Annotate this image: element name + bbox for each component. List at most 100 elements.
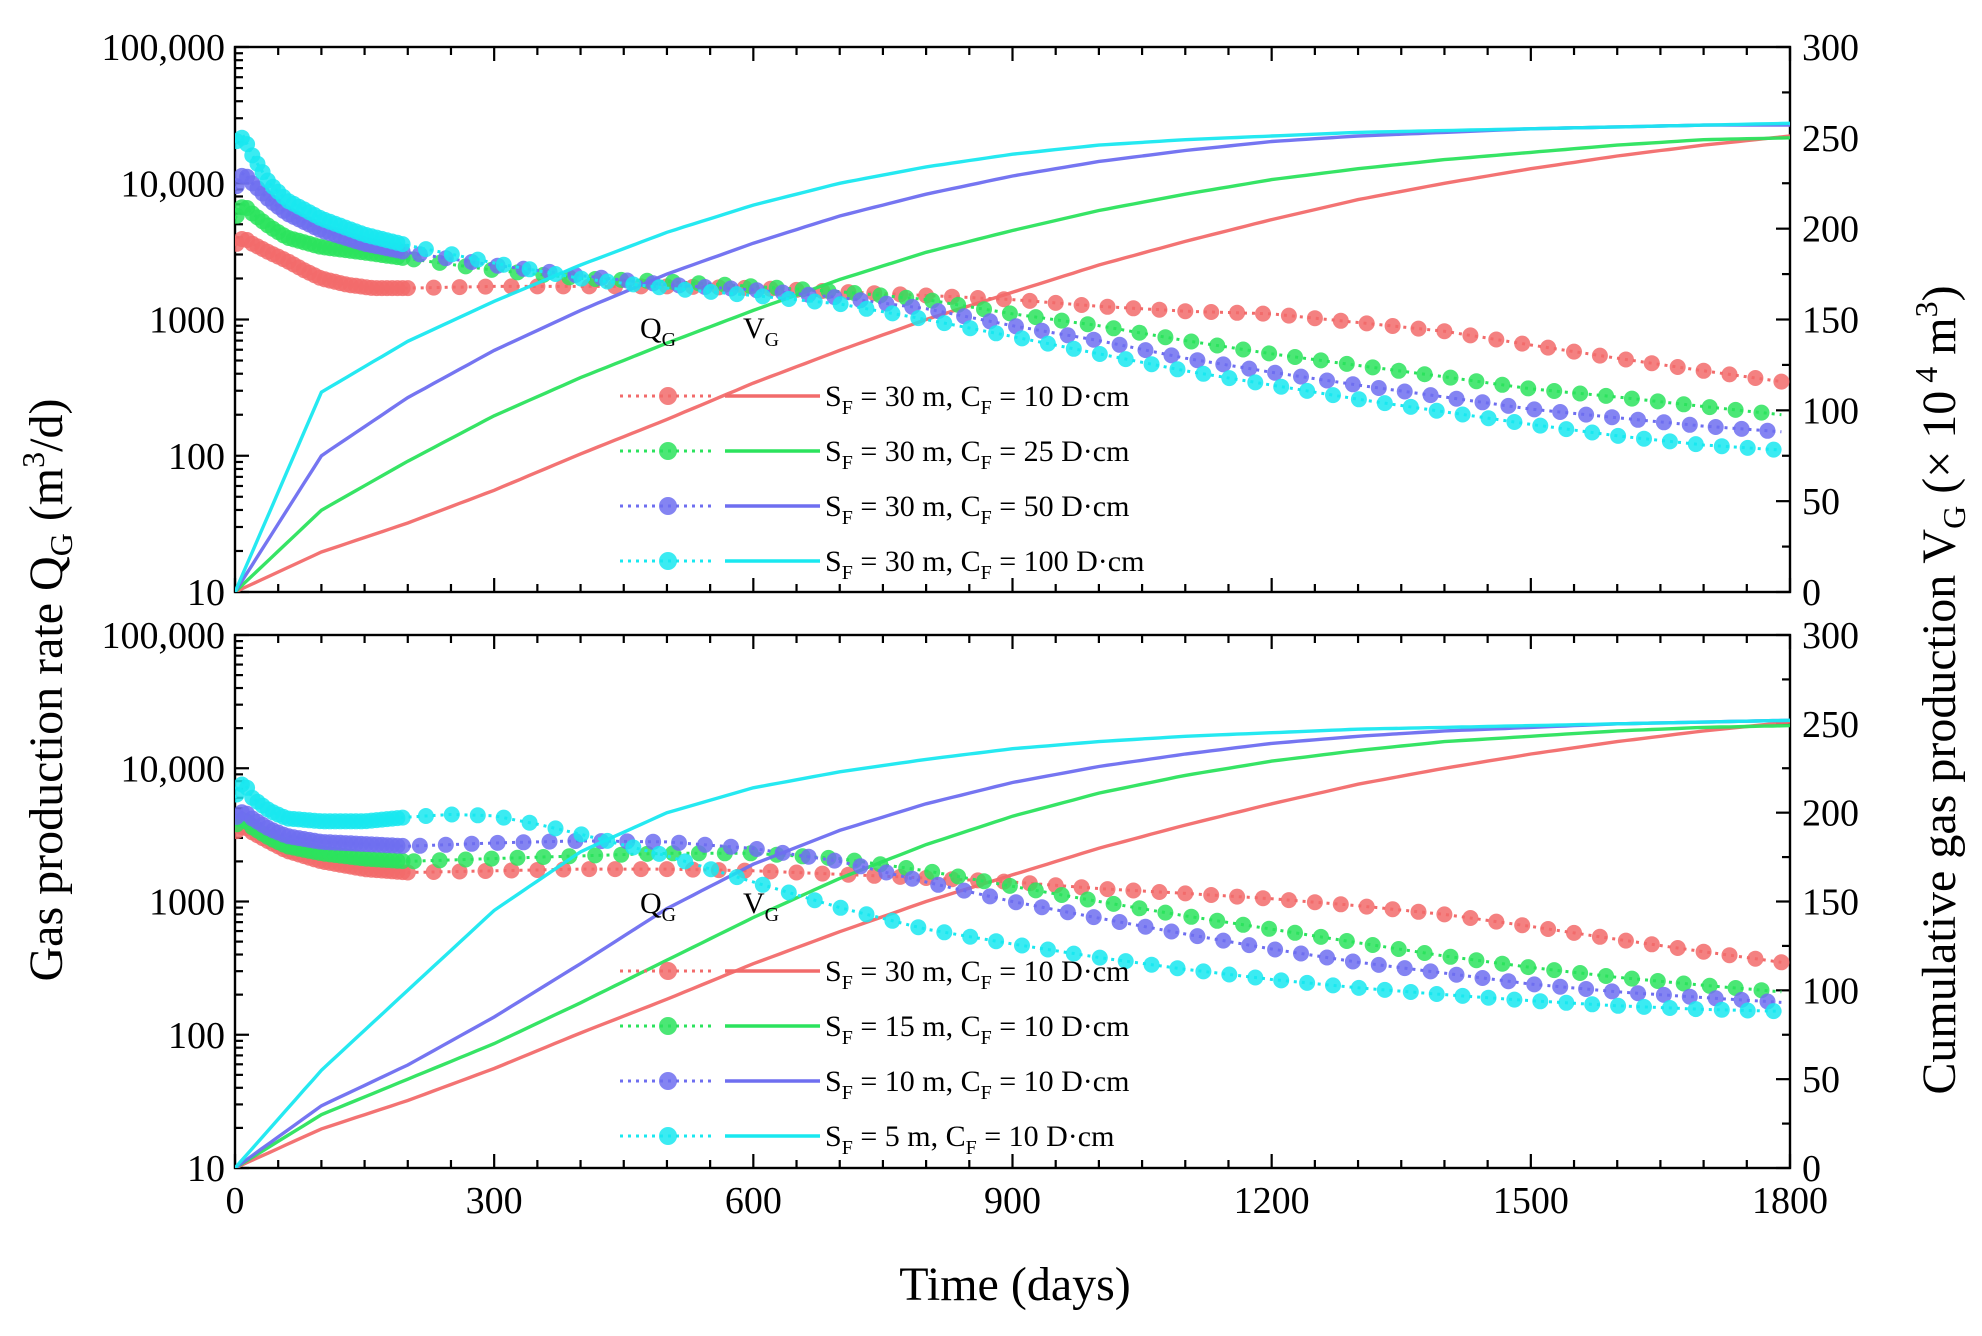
rate-point	[1759, 422, 1776, 439]
rate-point	[1701, 399, 1718, 416]
rate-point	[1773, 954, 1790, 971]
rate-point	[976, 873, 992, 890]
rate-point	[1384, 318, 1401, 334]
rate-point	[1111, 336, 1128, 353]
rate-point	[1319, 372, 1335, 389]
rate-point	[1566, 343, 1582, 360]
rate-point	[1721, 947, 1738, 964]
y-right-tick-label: 0	[1802, 572, 1821, 614]
rate-point	[1390, 941, 1407, 957]
rate-point	[1014, 937, 1030, 954]
rate-point	[878, 864, 895, 881]
rate-point	[1727, 401, 1744, 418]
rate-point	[1436, 323, 1453, 340]
rate-point	[1325, 387, 1341, 404]
rate-point	[1079, 316, 1096, 333]
rate-point	[1747, 950, 1764, 967]
rate-point	[1332, 896, 1349, 913]
rate-point	[728, 869, 745, 886]
rate-point	[1701, 977, 1718, 994]
rate-point	[1059, 904, 1076, 921]
rate-point	[535, 849, 552, 865]
rate-point	[1033, 899, 1050, 916]
legend-label: SF = 30 m, CF = 25 D·cm	[825, 435, 1129, 474]
rate-point	[1177, 303, 1194, 320]
rate-point	[1721, 366, 1738, 383]
rate-point	[1091, 346, 1108, 362]
rate-point	[1255, 890, 1271, 907]
legend-entry-4: SF = 5 m, CF = 10 D·cm	[620, 1120, 1114, 1159]
rate-point	[1350, 979, 1367, 996]
rate-point	[1636, 998, 1652, 1015]
rate-point	[1143, 356, 1160, 373]
rate-point	[469, 807, 486, 824]
rate-point	[1033, 322, 1050, 339]
rate-point	[1514, 917, 1531, 934]
rate-point	[1319, 949, 1335, 966]
rate-point	[800, 848, 817, 865]
rate-point	[1247, 969, 1264, 986]
legend-header-v: VG	[743, 312, 779, 351]
rate-point	[1494, 955, 1511, 972]
rate-point	[1299, 974, 1316, 991]
rate-point	[625, 276, 642, 293]
cumulative-line	[235, 718, 1790, 1168]
x-axis-title: Time (days)	[899, 1258, 1131, 1311]
rate-point	[1047, 294, 1064, 311]
legend-entry-3: SF = 10 m, CF = 10 D·cm	[620, 1065, 1129, 1104]
rate-point	[1151, 884, 1168, 900]
rate-point	[411, 837, 428, 854]
rate-point	[1065, 945, 1082, 962]
rate-point	[1287, 924, 1303, 941]
rate-point	[405, 853, 422, 870]
rate-point	[936, 315, 953, 332]
y-right-tick-label: 50	[1802, 481, 1840, 523]
rate-point	[1669, 940, 1686, 956]
rate-point	[1649, 973, 1666, 989]
legend-entry-1: SF = 30 m, CF = 10 D·cm	[620, 955, 1129, 994]
rate-point	[1370, 956, 1387, 973]
rate-point	[451, 863, 468, 880]
legend-header-q: QG	[640, 312, 676, 351]
rate-point	[1332, 312, 1349, 329]
rate-point	[1572, 965, 1589, 981]
rate-point	[1687, 1001, 1704, 1018]
series-2	[235, 136, 1790, 592]
rate-point	[1169, 361, 1186, 378]
rate-point	[1117, 351, 1134, 368]
legend-label: SF = 10 m, CF = 10 D·cm	[825, 1065, 1129, 1104]
y-left-tick-label: 10,000	[121, 163, 226, 205]
plot-area	[235, 121, 1790, 592]
rate-point	[1221, 966, 1238, 983]
rate-point	[1520, 380, 1537, 397]
rate-line	[235, 134, 1782, 452]
rate-point	[1287, 349, 1303, 365]
rate-point	[1312, 352, 1329, 369]
rate-point	[754, 876, 771, 893]
rate-point	[788, 864, 805, 881]
rate-point	[1655, 986, 1672, 1003]
rate-point	[1540, 921, 1557, 937]
legend-rate-marker	[659, 1127, 677, 1145]
rate-point	[1500, 973, 1517, 990]
rate-point	[780, 291, 797, 307]
rate-point	[1189, 352, 1206, 369]
rate-point	[1325, 977, 1341, 994]
y-right-tick-label: 150	[1802, 882, 1859, 924]
rate-point	[1669, 359, 1686, 375]
rate-point	[1137, 918, 1154, 935]
x-tick-label: 0	[226, 1180, 245, 1222]
rate-point	[950, 868, 967, 885]
rate-point	[1241, 360, 1258, 377]
y-left-tick-label: 1000	[149, 882, 225, 924]
rate-point	[1091, 949, 1108, 966]
rate-point	[1390, 362, 1407, 379]
rate-point	[988, 933, 1005, 950]
rate-point	[495, 809, 512, 826]
rate-point	[394, 837, 411, 854]
y-right-tick-label: 300	[1802, 615, 1859, 657]
rate-point	[437, 836, 454, 853]
rate-point	[425, 279, 442, 296]
y-left-tick-label: 10,000	[121, 748, 226, 790]
